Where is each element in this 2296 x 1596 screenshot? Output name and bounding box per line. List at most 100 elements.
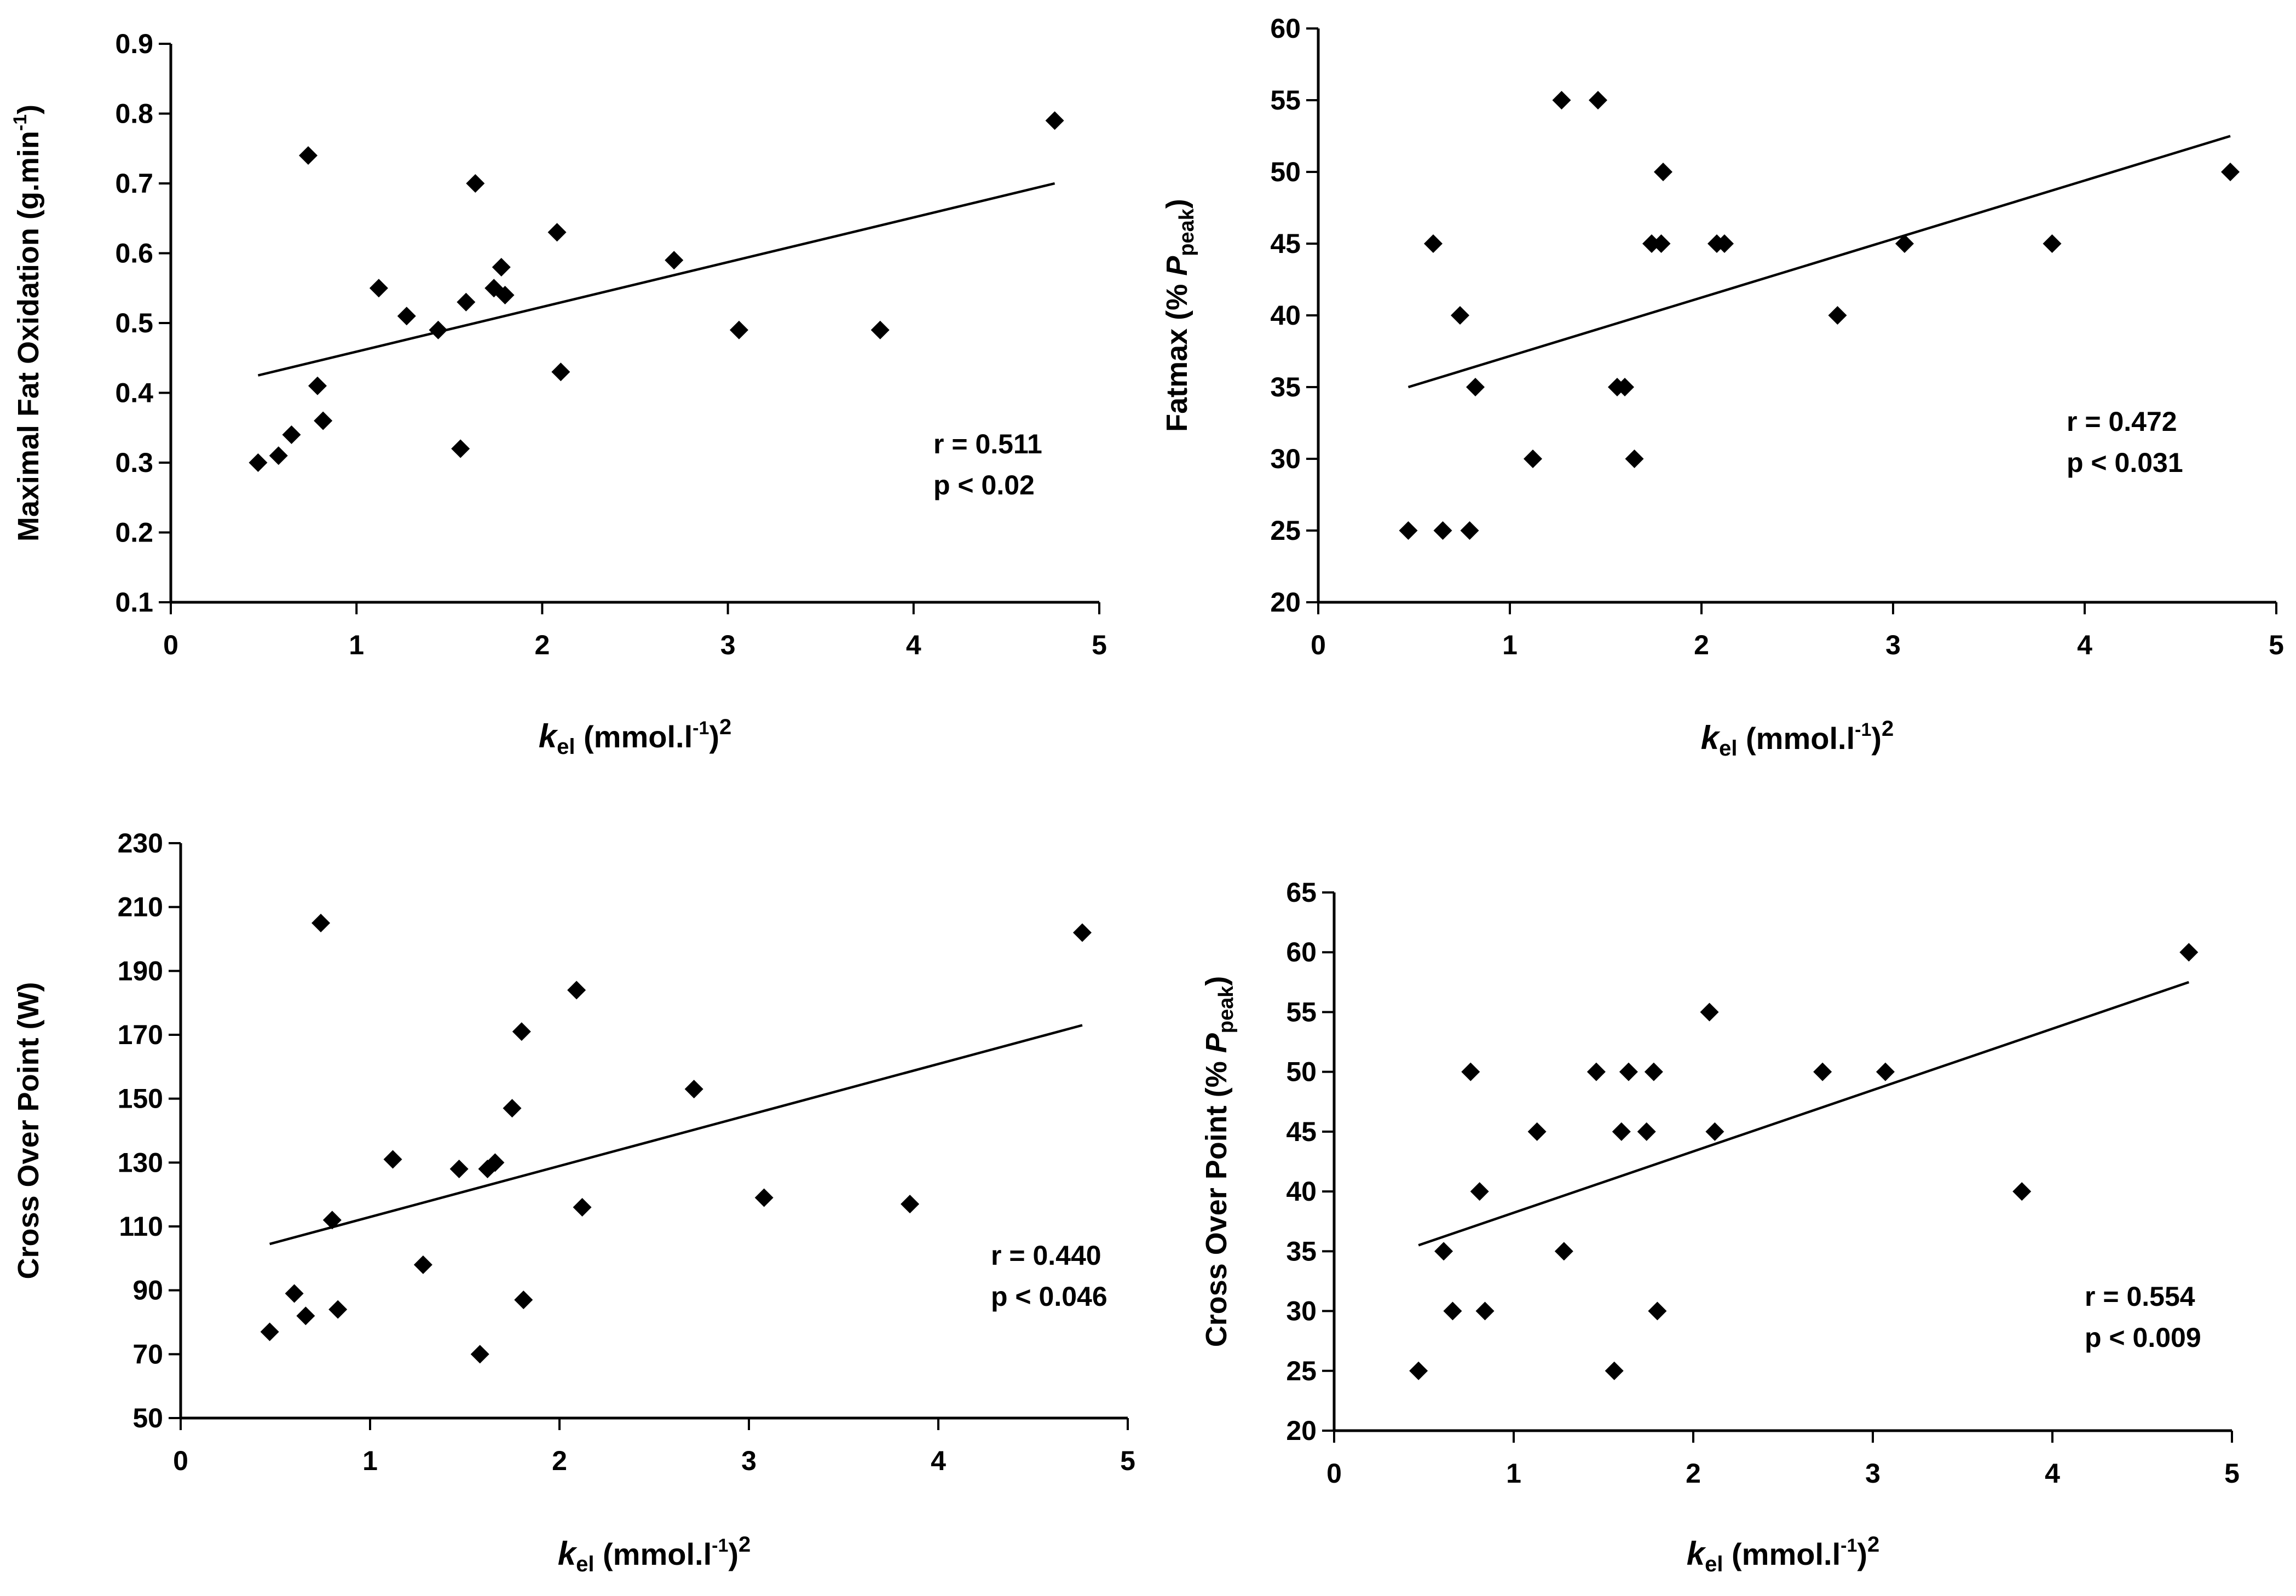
y-tick-label: 25	[1286, 1356, 1317, 1386]
y-tick-label: 110	[119, 1211, 163, 1242]
data-point	[383, 1150, 402, 1169]
data-point	[322, 1211, 342, 1230]
data-point	[1433, 521, 1452, 540]
data-point	[754, 1188, 774, 1207]
p-value: p < 0.02	[933, 470, 1035, 500]
x-tick-label: 0	[1311, 630, 1326, 660]
r-value: r = 0.554	[2085, 1281, 2195, 1312]
y-tick-label: 150	[118, 1084, 163, 1114]
y-tick-label: 190	[118, 955, 163, 986]
x-tick-label: 0	[163, 630, 178, 660]
data-point	[397, 307, 416, 326]
data-point	[1072, 923, 1092, 942]
y-tick-label: 55	[1270, 85, 1301, 116]
trend-line	[1418, 981, 2190, 1247]
data-point	[308, 376, 327, 395]
x-tick-label: 5	[2269, 630, 2284, 660]
x-tick-label: 5	[2224, 1458, 2240, 1489]
y-tick-label: 25	[1270, 515, 1301, 546]
chart-top-left: 0.1 0.2 0.3 0.4 0.5 0.6 0.7 0.8 0.9 0 1 2 3 4 5 r = 0.5…	[10, 28, 1107, 759]
data-point	[551, 362, 570, 382]
data-point	[1451, 306, 1469, 325]
data-point	[870, 320, 890, 339]
x-tick-label: 0	[1326, 1458, 1342, 1489]
y-tick-label: 20	[1270, 587, 1301, 618]
r-value: r = 0.511	[933, 429, 1042, 459]
data-point	[2179, 943, 2199, 962]
data-point	[1876, 1062, 1895, 1081]
data-point	[1619, 1062, 1638, 1081]
data-point	[466, 174, 485, 193]
x-tick-label: 2	[1686, 1458, 1701, 1489]
data-point	[503, 1099, 522, 1118]
y-tick-label: 0.1	[115, 587, 153, 618]
trend-line	[1407, 135, 2231, 389]
data-point	[249, 453, 268, 472]
data-point	[1443, 1301, 1462, 1321]
data-point	[328, 1300, 348, 1319]
x-axis-label: kel (mmol.l-1)2	[1687, 1532, 1880, 1576]
x-tick-label: 4	[931, 1445, 946, 1476]
trend-line	[269, 1024, 1083, 1246]
y-tick-label: 90	[132, 1275, 163, 1306]
y-tick-label: 30	[1270, 443, 1301, 474]
x-tick-label: 1	[349, 630, 364, 660]
data-point	[1399, 521, 1418, 540]
data-point	[1434, 1242, 1453, 1261]
data-point	[1461, 1062, 1480, 1081]
y-tick-label: 0.6	[115, 238, 153, 269]
data-point	[1813, 1062, 1832, 1081]
data-point	[1475, 1301, 1495, 1321]
data-point	[1612, 1122, 1631, 1141]
data-point	[1652, 234, 1671, 253]
data-point	[2043, 234, 2062, 253]
y-tick-label: 60	[1270, 13, 1301, 44]
data-point	[1625, 450, 1644, 468]
r-value: r = 0.472	[2067, 406, 2177, 437]
y-tick-label: 35	[1270, 372, 1301, 402]
r-value: r = 0.440	[991, 1240, 1101, 1271]
data-point	[1466, 378, 1485, 396]
data-point	[547, 223, 567, 242]
y-tick-label: 70	[132, 1339, 163, 1369]
y-tick-label: 40	[1270, 300, 1301, 331]
data-point	[901, 1195, 920, 1214]
data-point	[1045, 111, 1064, 130]
x-tick-label: 4	[2045, 1458, 2060, 1489]
data-point	[495, 286, 515, 304]
x-tick-label: 3	[741, 1445, 757, 1476]
data-point	[1424, 234, 1443, 253]
y-axis-label: Cross Over Point (% Ppeak)	[1200, 976, 1238, 1347]
x-tick-label: 3	[720, 630, 736, 660]
x-axis-label: kel (mmol.l-1)2	[1701, 717, 1894, 760]
y-tick-label: 0.9	[115, 28, 153, 59]
data-point	[449, 1160, 469, 1178]
x-tick-label: 2	[534, 630, 550, 660]
data-point	[492, 258, 511, 276]
data-point	[1409, 1361, 1428, 1380]
data-point	[729, 320, 748, 339]
y-tick-label: 60	[1286, 937, 1317, 967]
data-point	[1460, 521, 1479, 540]
x-tick-label: 5	[1120, 1445, 1135, 1476]
data-point	[512, 1022, 531, 1041]
data-point	[470, 1345, 489, 1364]
data-point	[665, 251, 684, 270]
data-point	[2012, 1182, 2032, 1201]
x-axis-label: kel (mmol.l-1)2	[539, 715, 732, 759]
y-tick-label: 210	[118, 892, 163, 923]
data-point	[1605, 1361, 1624, 1380]
x-tick-label: 0	[173, 1445, 188, 1476]
data-point	[514, 1290, 533, 1310]
x-tick-label: 1	[362, 1445, 378, 1476]
data-point	[486, 1153, 505, 1172]
data-point	[1700, 1002, 1719, 1022]
y-axis-label: Fatmax (% Ppeak)	[1161, 199, 1198, 432]
y-tick-label: 50	[1270, 157, 1301, 187]
x-tick-label: 4	[906, 630, 921, 660]
x-tick-label: 4	[2077, 630, 2092, 660]
data-point	[1524, 450, 1542, 468]
data-point	[429, 320, 448, 339]
data-point	[1637, 1122, 1656, 1141]
trend-line	[257, 182, 1055, 377]
